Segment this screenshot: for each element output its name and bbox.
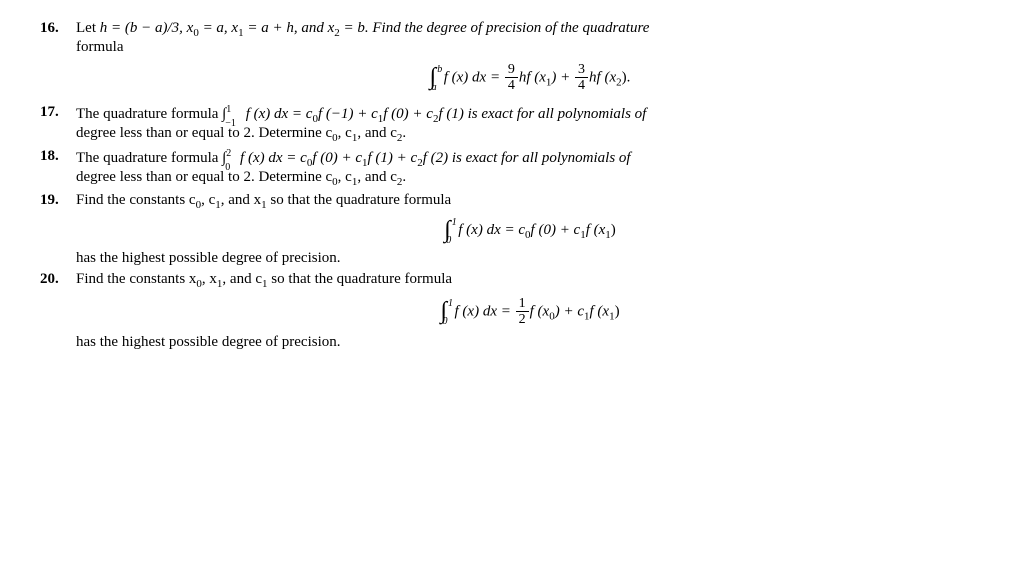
lim-up: 2 <box>226 148 231 159</box>
denominator: 4 <box>505 78 518 93</box>
text: hf (x <box>589 69 616 85</box>
text: f (0) + c <box>531 222 581 238</box>
numerator: 3 <box>575 62 588 78</box>
lim-up: 1 <box>226 104 231 115</box>
problem-number: 16. <box>40 20 76 100</box>
integral-icon: ∫ab <box>430 64 437 91</box>
lim-up: 1 <box>448 298 453 309</box>
text: , and c <box>222 271 262 287</box>
denominator: 4 <box>575 78 588 93</box>
problem-number: 18. <box>40 148 76 188</box>
text: Find the constants c <box>76 192 196 208</box>
text: f (x) dx = c <box>242 106 313 122</box>
lim-low: a <box>432 82 437 93</box>
fraction: 12 <box>516 296 529 328</box>
text: ) + c <box>555 303 584 319</box>
text: has the highest possible degree of preci… <box>76 250 341 266</box>
problem-18: 18. The quadrature formula ∫2 0 f (x) dx … <box>40 148 984 188</box>
lim-low: 0 <box>446 235 451 246</box>
problem-body: The quadrature formula ∫1 −1 f (x) dx = c… <box>76 104 984 144</box>
text: , and c <box>357 125 397 141</box>
problem-number: 19. <box>40 192 76 267</box>
equation: ∫01 f (x) dx = c0f (0) + c1f (x1) <box>76 217 984 244</box>
fraction: 94 <box>505 62 518 94</box>
problem-number: 17. <box>40 104 76 144</box>
text: ) + <box>551 69 574 85</box>
text: ). <box>622 69 631 85</box>
problem-body: The quadrature formula ∫20 f (x) dx = c0… <box>76 148 984 188</box>
problem-body: Let h = (b − a)/3, x0 = a, x1 = a + h, a… <box>76 20 984 100</box>
text: f (2) is exact for all polynomials of <box>423 150 631 166</box>
problem-number: 20. <box>40 271 76 351</box>
equation: ∫ab f (x) dx = 94hf (x1) + 34hf (x2). <box>76 62 984 94</box>
text: f (x) dx = c <box>236 150 307 166</box>
text: f (0) + c <box>312 150 362 166</box>
text: formula <box>76 39 123 55</box>
text: f (x) dx = <box>444 69 500 85</box>
problem-16: 16. Let h = (b − a)/3, x0 = a, x1 = a + … <box>40 20 984 100</box>
text: Let <box>76 20 100 36</box>
text: The quadrature formula ∫ <box>76 150 226 166</box>
text: so that the quadrature formula <box>268 271 453 287</box>
text: The quadrature formula ∫ <box>76 106 226 122</box>
numerator: 9 <box>505 62 518 78</box>
lim-low: 0 <box>442 316 447 327</box>
text: , c <box>201 192 215 208</box>
text: f (−1) + c <box>318 106 378 122</box>
text: hf (x <box>519 69 546 85</box>
text: f (x <box>586 222 606 238</box>
text: , and x <box>221 192 261 208</box>
text: . <box>402 169 406 185</box>
text: , and c <box>357 169 397 185</box>
text: f (1) is exact for all polynomials of <box>438 106 646 122</box>
denominator: 2 <box>516 312 529 327</box>
text: degree less than or equal to 2. Determin… <box>76 169 332 185</box>
text: so that the quadrature formula <box>267 192 452 208</box>
text: degree less than or equal to 2. Determin… <box>76 125 332 141</box>
fraction: 34 <box>575 62 588 94</box>
text: Find the constants x <box>76 271 196 287</box>
problem-body: Find the constants x 0 , x 1 , and c 1 so tha… <box>76 271 984 351</box>
text: . <box>402 125 406 141</box>
problem-body: Find the constants c0, c1, and x1 so tha… <box>76 192 984 267</box>
text: = b. Find the degree of precision of the… <box>340 20 650 36</box>
integral-icon: ∫01 <box>440 298 447 325</box>
text: has the highest possible degree of preci… <box>76 334 341 350</box>
text: f (x) dx = <box>455 303 515 319</box>
problem-20: 20. Find the constants x 0 , x 1 , and c 1 so… <box>40 271 984 351</box>
lim-up: 1 <box>452 217 457 228</box>
text: f (1) + c <box>368 150 418 166</box>
text: ) <box>615 303 620 319</box>
lim-low: −1 <box>225 118 236 129</box>
problem-19: 19. Find the constants c0, c1, and x1 so… <box>40 192 984 267</box>
problem-17: 17. The quadrature formula ∫1 −1 f (x) dx… <box>40 104 984 144</box>
text: ) <box>611 222 616 238</box>
text: f (x <box>530 303 550 319</box>
integral-icon: ∫01 <box>444 217 451 244</box>
text: , c <box>338 125 352 141</box>
equation: ∫01 f (x) dx = 12f (x0) + c1f (x1) <box>76 296 984 328</box>
text: h = (b − a)/3, x <box>100 20 194 36</box>
text: = a, x <box>199 20 238 36</box>
text: f (0) + c <box>383 106 433 122</box>
text: = a + h, and x <box>244 20 335 36</box>
text: f (x) dx = c <box>458 222 525 238</box>
text: , c <box>338 169 352 185</box>
text: f (x <box>589 303 609 319</box>
numerator: 1 <box>516 296 529 312</box>
lim-up: b <box>437 64 442 75</box>
text: , x <box>202 271 217 287</box>
lim-low: 0 <box>225 162 230 173</box>
